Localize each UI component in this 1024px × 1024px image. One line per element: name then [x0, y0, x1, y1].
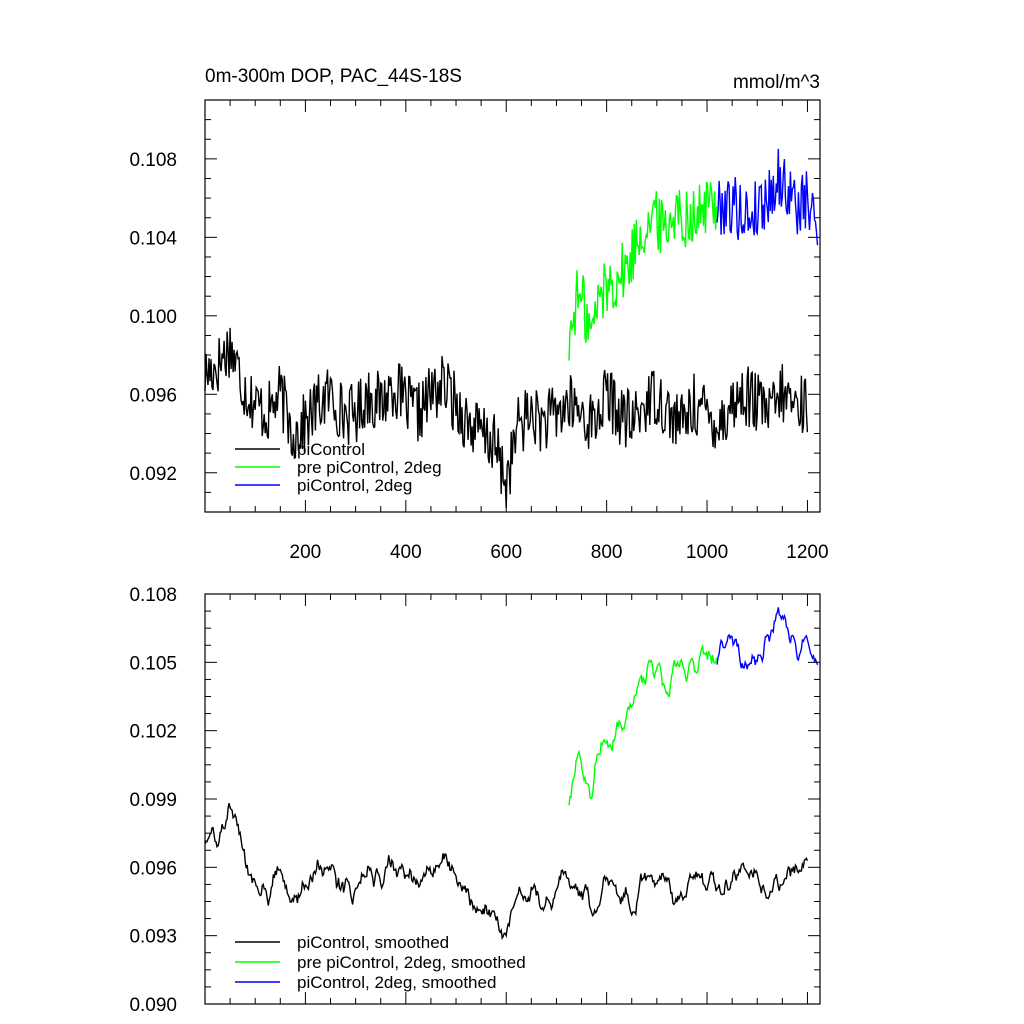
legend-label: piControl, smoothed [297, 933, 449, 952]
y-tick-label: 0.102 [129, 722, 177, 743]
y-tick-label: 0.093 [129, 927, 177, 948]
y-tick-label: 0.096 [129, 858, 177, 879]
legend-label: piControl [297, 440, 365, 459]
y-tick-label: 0.108 [129, 585, 177, 606]
legend-label: piControl, 2deg [297, 476, 412, 495]
series-line-1 [568, 181, 718, 361]
legend-label: piControl, 2deg, smoothed [297, 973, 496, 992]
y-tick-label: 0.096 [129, 385, 177, 406]
bottom-panel-plot-area: 0.090 0.093 0.096 0.099 0.102 0.105 0.108 [129, 585, 821, 1016]
top-panel-plot-area: 200 400 600 800 1000 1200 0.092 0.096 0.100 0.104… [129, 99, 829, 563]
series-line-0 [204, 802, 809, 941]
x-tick-label: 1000 [686, 542, 728, 563]
plot-frame [204, 99, 821, 513]
x-tick-label: 400 [390, 542, 422, 563]
y-tick-label: 0.104 [129, 228, 177, 249]
top-panel-units: mmol/m^3 [733, 72, 820, 93]
y-tick-label: 0.099 [129, 790, 177, 811]
y-tick-label: 0.105 [129, 653, 177, 674]
x-tick-label: 1200 [786, 542, 828, 563]
series-line-2 [716, 148, 819, 246]
series-line-1 [568, 643, 718, 806]
legend-label: pre piControl, 2deg, smoothed [297, 953, 526, 972]
series-line-2 [716, 607, 819, 670]
y-tick-label: 0.090 [129, 995, 177, 1016]
top-panel-title: 0m-300m DOP, PAC_44S-18S [205, 66, 462, 87]
y-tick-label: 0.092 [129, 464, 177, 485]
x-tick-label: 600 [490, 542, 522, 563]
y-tick-label: 0.100 [129, 307, 177, 328]
x-tick-label: 200 [290, 542, 322, 563]
top-panel: 0m-300m DOP, PAC_44S-18S mmol/m^3 200 400… [129, 66, 828, 563]
bottom-panel: 0.090 0.093 0.096 0.099 0.102 0.105 0.108 piCo… [129, 585, 821, 1016]
x-tick-label: 800 [591, 542, 623, 563]
legend-label: pre piControl, 2deg [297, 458, 442, 477]
y-tick-label: 0.108 [129, 150, 177, 171]
